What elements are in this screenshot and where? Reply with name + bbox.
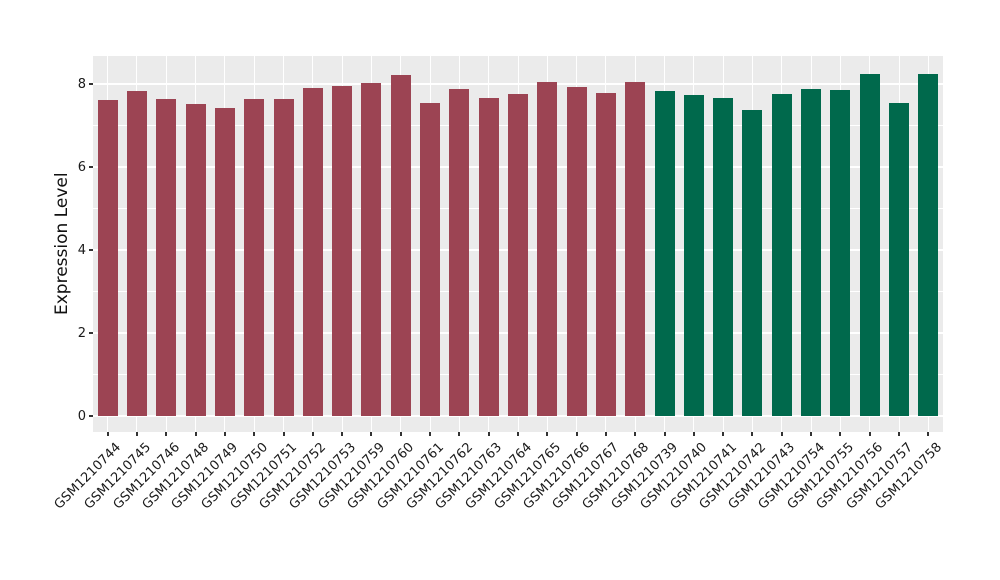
x-tick <box>751 432 754 436</box>
bar-GSM1210749 <box>214 107 235 416</box>
bar-GSM1210766 <box>566 86 587 416</box>
x-tick <box>399 432 402 436</box>
y-tick-label: 8 <box>77 76 86 92</box>
x-tick <box>370 432 373 436</box>
bar-GSM1210750 <box>244 98 265 416</box>
bar-GSM1210739 <box>654 90 675 416</box>
bar-GSM1210752 <box>302 88 323 416</box>
bar-GSM1210760 <box>390 74 411 416</box>
x-tick <box>487 432 490 436</box>
y-tick <box>89 332 93 334</box>
bar-GSM1210741 <box>713 98 734 416</box>
bar-GSM1210754 <box>801 89 822 416</box>
x-tick <box>194 432 197 436</box>
bar-GSM1210743 <box>771 93 792 416</box>
x-tick <box>898 432 901 436</box>
bar-GSM1210756 <box>859 74 880 416</box>
plot-panel <box>93 56 943 432</box>
bar-GSM1210757 <box>889 102 910 416</box>
bar-GSM1210751 <box>273 98 294 416</box>
y-tick-label: 2 <box>77 325 86 341</box>
x-tick <box>927 432 930 436</box>
x-tick <box>135 432 138 436</box>
bar-GSM1210742 <box>742 110 763 416</box>
x-tick <box>165 432 168 436</box>
y-tick-label: 0 <box>77 408 86 424</box>
bar-GSM1210762 <box>449 89 470 416</box>
bar-GSM1210745 <box>126 90 147 416</box>
bar-GSM1210765 <box>537 81 558 416</box>
x-tick <box>663 432 666 436</box>
bar-GSM1210768 <box>625 82 646 416</box>
x-tick <box>634 432 637 436</box>
x-tick <box>839 432 842 436</box>
y-tick <box>89 415 93 417</box>
y-tick <box>89 83 93 85</box>
x-tick <box>106 432 109 436</box>
x-tick <box>722 432 725 436</box>
bar-GSM1210767 <box>595 92 616 416</box>
y-tick <box>89 249 93 251</box>
bar-GSM1210764 <box>508 93 528 416</box>
y-tick-label: 6 <box>77 159 86 175</box>
x-tick <box>546 432 549 436</box>
x-tick <box>868 432 871 436</box>
bar-GSM1210740 <box>683 94 704 416</box>
bar-GSM1210758 <box>918 74 939 416</box>
x-tick <box>780 432 783 436</box>
x-tick <box>604 432 607 436</box>
bar-GSM1210748 <box>185 104 206 416</box>
bar-GSM1210759 <box>361 82 382 416</box>
x-tick <box>517 432 519 436</box>
bar-GSM1210761 <box>420 102 441 416</box>
bar-GSM1210744 <box>97 99 118 416</box>
y-tick <box>89 166 93 168</box>
x-tick <box>575 432 578 436</box>
x-tick <box>311 432 314 436</box>
x-tick <box>341 432 344 436</box>
bar-GSM1210746 <box>156 98 177 416</box>
x-tick <box>223 432 226 436</box>
bar-GSM1210755 <box>830 89 851 416</box>
x-tick <box>810 432 813 436</box>
x-tick <box>253 432 256 436</box>
x-tick <box>429 432 432 436</box>
x-tick <box>282 432 285 436</box>
bar-GSM1210763 <box>478 98 499 416</box>
x-tick <box>692 432 695 436</box>
x-tick <box>458 432 461 436</box>
bar-GSM1210753 <box>332 85 353 416</box>
y-tick-label: 4 <box>77 242 86 258</box>
